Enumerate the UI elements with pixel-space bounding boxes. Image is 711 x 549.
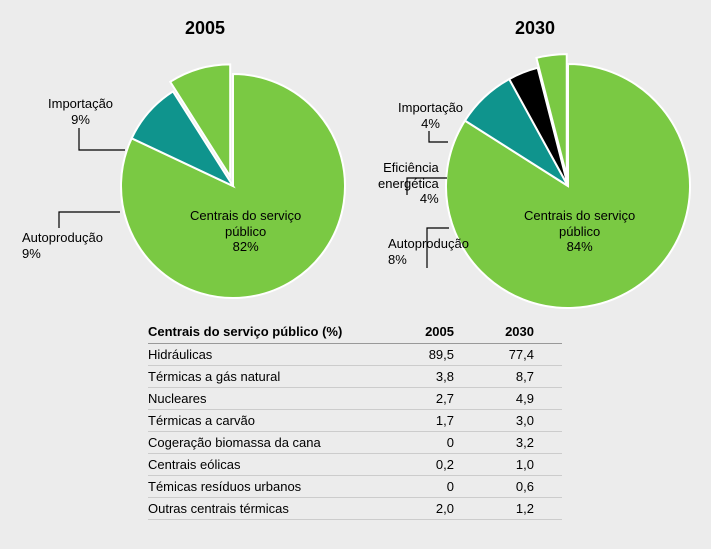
row-2030: 4,9 bbox=[468, 391, 548, 406]
row-label: Nucleares bbox=[148, 391, 388, 406]
label-auto-2030: Autoprodução 8% bbox=[388, 236, 469, 267]
row-label: Outras centrais térmicas bbox=[148, 501, 388, 516]
row-2030: 3,0 bbox=[468, 413, 548, 428]
row-label: Témicas resíduos urbanos bbox=[148, 479, 388, 494]
row-label: Hidráulicas bbox=[148, 347, 388, 362]
row-2005: 2,0 bbox=[388, 501, 468, 516]
row-2005: 1,7 bbox=[388, 413, 468, 428]
row-2005: 0 bbox=[388, 479, 468, 494]
table-row: Cogeração biomassa da cana03,2 bbox=[148, 432, 562, 454]
row-2030: 8,7 bbox=[468, 369, 548, 384]
table-header-2005: 2005 bbox=[388, 324, 468, 339]
label-effic-2030: Eficiência energética 4% bbox=[378, 160, 439, 207]
row-2005: 0,2 bbox=[388, 457, 468, 472]
label-import-2005: Importação 9% bbox=[48, 96, 113, 127]
row-2030: 3,2 bbox=[468, 435, 548, 450]
row-2030: 77,4 bbox=[468, 347, 548, 362]
row-2030: 0,6 bbox=[468, 479, 548, 494]
label-import-2030: Importação 4% bbox=[398, 100, 463, 131]
row-2030: 1,0 bbox=[468, 457, 548, 472]
table-row: Térmicas a carvão1,73,0 bbox=[148, 410, 562, 432]
table-row: Hidráulicas89,577,4 bbox=[148, 344, 562, 366]
label-central-2005: Centrais do serviço público 82% bbox=[190, 208, 301, 255]
row-2005: 2,7 bbox=[388, 391, 468, 406]
table-row: Centrais eólicas0,21,0 bbox=[148, 454, 562, 476]
table-row: Outras centrais térmicas2,01,2 bbox=[148, 498, 562, 520]
row-label: Centrais eólicas bbox=[148, 457, 388, 472]
row-label: Cogeração biomassa da cana bbox=[148, 435, 388, 450]
label-central-2030: Centrais do serviço público 84% bbox=[524, 208, 635, 255]
row-label: Térmicas a gás natural bbox=[148, 369, 388, 384]
row-2005: 89,5 bbox=[388, 347, 468, 362]
table-row: Térmicas a gás natural3,88,7 bbox=[148, 366, 562, 388]
row-label: Térmicas a carvão bbox=[148, 413, 388, 428]
table-body: Hidráulicas89,577,4Térmicas a gás natura… bbox=[148, 344, 562, 520]
label-auto-2005: Autoprodução 9% bbox=[22, 230, 103, 261]
table-header-label: Centrais do serviço público (%) bbox=[148, 324, 388, 339]
row-2005: 0 bbox=[388, 435, 468, 450]
leader-lines bbox=[0, 0, 711, 320]
row-2030: 1,2 bbox=[468, 501, 548, 516]
data-table: Centrais do serviço público (%) 2005 203… bbox=[148, 320, 562, 520]
table-header-2030: 2030 bbox=[468, 324, 548, 339]
row-2005: 3,8 bbox=[388, 369, 468, 384]
table-row: Nucleares2,74,9 bbox=[148, 388, 562, 410]
table-header: Centrais do serviço público (%) 2005 203… bbox=[148, 320, 562, 344]
table-row: Témicas resíduos urbanos00,6 bbox=[148, 476, 562, 498]
